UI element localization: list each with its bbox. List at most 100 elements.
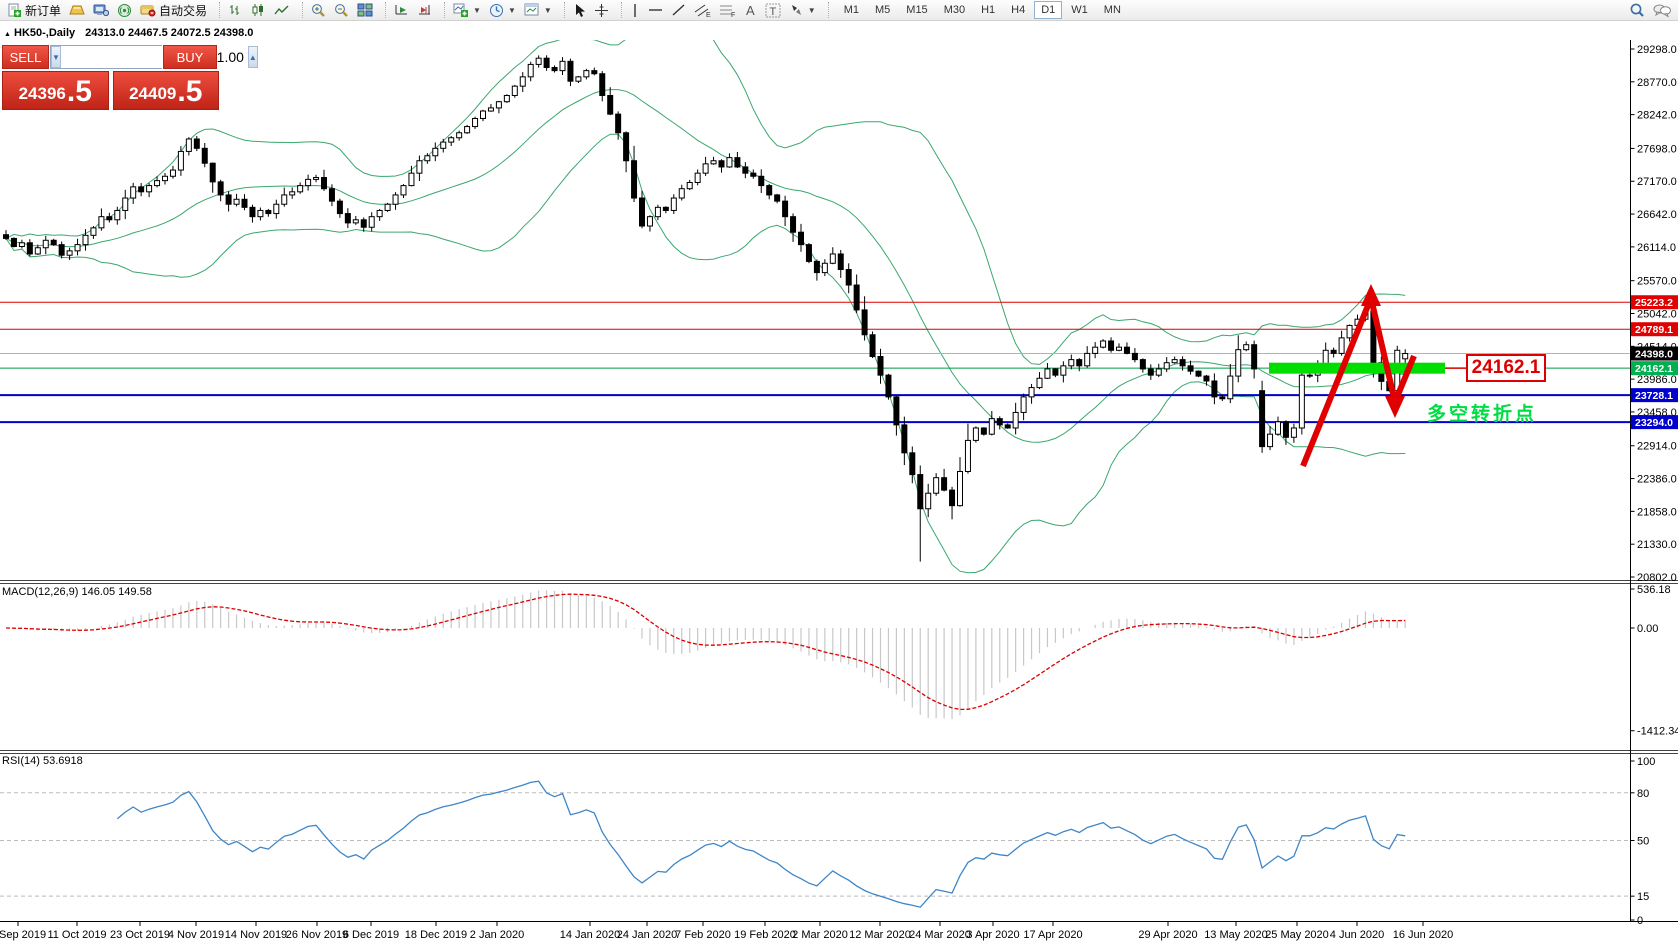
date-axis-label: 18 Dec 2019 bbox=[405, 929, 467, 941]
trend-arrow bbox=[1368, 297, 1398, 403]
arrow-up-head bbox=[1361, 284, 1381, 306]
arrows-button[interactable]: ▼ bbox=[785, 0, 820, 21]
autotrading-button[interactable]: 自动交易 bbox=[136, 0, 211, 21]
timeframe-h4[interactable]: H4 bbox=[1011, 4, 1026, 16]
buy-button[interactable]: BUY bbox=[163, 45, 217, 69]
macd-axis-label: -1412.34 bbox=[1637, 726, 1678, 738]
new-order-button[interactable]: 新订单 bbox=[3, 0, 65, 21]
trendline-button[interactable] bbox=[667, 0, 690, 21]
tile-windows-icon bbox=[357, 3, 373, 17]
timeframe-m15[interactable]: M15 bbox=[906, 4, 928, 16]
macd-panel bbox=[5, 590, 1406, 720]
date-axis-label: 23 Oct 2019 bbox=[110, 929, 170, 941]
auto-scroll-button[interactable] bbox=[390, 0, 413, 21]
zoom-out-button[interactable] bbox=[330, 0, 353, 21]
crosshair-button[interactable] bbox=[590, 0, 613, 21]
zoom-in-icon bbox=[311, 3, 326, 18]
timeframe-m5[interactable]: M5 bbox=[875, 4, 891, 16]
channel-button[interactable]: E bbox=[690, 0, 715, 21]
chart-shift-button[interactable] bbox=[413, 0, 436, 21]
signal-icon bbox=[117, 3, 132, 18]
fibonacci-button[interactable]: F bbox=[715, 0, 740, 21]
price-axis-label: 23986.0 bbox=[1637, 374, 1677, 386]
date-axis-label: 11 Oct 2019 bbox=[47, 929, 106, 941]
cursor-button[interactable] bbox=[569, 0, 590, 21]
zoom-out-icon bbox=[334, 3, 349, 18]
price-tag bbox=[1631, 415, 1678, 430]
line-chart-button[interactable] bbox=[270, 0, 294, 21]
rsi-axis-label: 100 bbox=[1637, 756, 1655, 768]
text-label-icon: T bbox=[765, 3, 781, 18]
toolbar-separator bbox=[824, 2, 829, 18]
horizontal-line-icon bbox=[648, 5, 663, 15]
toolbar-separator bbox=[381, 2, 387, 18]
terminal-icon bbox=[93, 3, 110, 17]
new-order-icon bbox=[7, 3, 22, 18]
date-axis-label: 24 Mar 2020 bbox=[909, 929, 971, 941]
sell-price[interactable]: 24396 .5 bbox=[2, 71, 109, 110]
templates-button[interactable]: ▼ bbox=[520, 0, 556, 21]
vertical-line-button[interactable] bbox=[626, 0, 644, 21]
price-axis-label: 29298.0 bbox=[1637, 44, 1677, 56]
price-level-callout: 24162.1 bbox=[1466, 354, 1546, 382]
new-order-label: 新订单 bbox=[25, 3, 62, 18]
date-axis-label: 2 Mar 2020 bbox=[792, 929, 848, 941]
chat-button[interactable] bbox=[1649, 0, 1675, 21]
chart-shift-icon bbox=[417, 3, 432, 17]
svg-text:25223.2: 25223.2 bbox=[1635, 297, 1673, 309]
timeframe-m30[interactable]: M30 bbox=[943, 4, 966, 16]
volume-stepper: ▼ ▲ bbox=[50, 45, 258, 69]
sell-button[interactable]: SELL bbox=[2, 45, 49, 69]
volume-input[interactable] bbox=[60, 46, 248, 68]
price-tag bbox=[1631, 361, 1678, 376]
date-axis-label: 19 Feb 2020 bbox=[734, 929, 796, 941]
text-button[interactable]: A bbox=[740, 0, 761, 21]
bar-chart-button[interactable] bbox=[224, 0, 247, 21]
timeframe-w1[interactable]: W1 bbox=[1071, 4, 1088, 16]
text-label-button[interactable]: T bbox=[761, 0, 785, 21]
price-tag bbox=[1631, 295, 1678, 310]
price-axis-label: 25042.0 bbox=[1637, 308, 1677, 320]
date-axis-label: 7 Sep 2019 bbox=[0, 929, 46, 941]
volume-up-button[interactable]: ▲ bbox=[247, 46, 258, 68]
signal-button[interactable] bbox=[113, 0, 136, 21]
price-tag bbox=[1631, 322, 1678, 337]
periods-button[interactable]: ▼ bbox=[485, 0, 520, 21]
gold-ingot-button[interactable] bbox=[65, 0, 89, 21]
date-axis-label: 2 Jan 2020 bbox=[470, 929, 524, 941]
bar-chart-icon bbox=[228, 3, 243, 17]
clock-icon bbox=[489, 3, 504, 18]
timeframe-h1[interactable]: H1 bbox=[981, 4, 996, 16]
chevron-down-icon: ▼ bbox=[543, 5, 552, 15]
candlestick-button[interactable] bbox=[247, 0, 270, 21]
date-axis-label: 6 Dec 2019 bbox=[343, 929, 399, 941]
rsi-axis-label: 15 bbox=[1637, 891, 1649, 903]
tile-windows-button[interactable] bbox=[353, 0, 377, 21]
macd-indicator-label: MACD(12,26,9) 146.05 149.58 bbox=[2, 586, 152, 598]
volume-down-button[interactable]: ▼ bbox=[51, 46, 61, 68]
date-axis-label: 24 Jan 2020 bbox=[617, 929, 678, 941]
terminal-button[interactable] bbox=[89, 0, 113, 21]
ohlc-values: 24313.0 24467.5 24072.5 24398.0 bbox=[85, 27, 254, 39]
search-icon bbox=[1629, 2, 1645, 18]
arrows-icon bbox=[789, 3, 804, 17]
timeframe-d1[interactable]: D1 bbox=[1034, 1, 1063, 19]
toolbar-separator bbox=[560, 2, 565, 18]
horizontal-line-button[interactable] bbox=[644, 0, 667, 21]
toolbar-separator bbox=[298, 2, 304, 18]
price-tag bbox=[1631, 388, 1678, 403]
timeframe-mn[interactable]: MN bbox=[1103, 4, 1121, 16]
crosshair-icon bbox=[594, 3, 609, 18]
price-axis-label: 26642.0 bbox=[1637, 209, 1677, 221]
date-axis-label: 3 Apr 2020 bbox=[966, 929, 1019, 941]
indicators-button[interactable]: ▼ bbox=[449, 0, 485, 21]
search-button[interactable] bbox=[1625, 0, 1649, 21]
trend-arrow bbox=[1392, 354, 1417, 404]
gold-ingot-icon bbox=[69, 3, 85, 17]
timeframe-m1[interactable]: M1 bbox=[843, 4, 859, 16]
zoom-in-button[interactable] bbox=[307, 0, 330, 21]
buy-price[interactable]: 24409 .5 bbox=[112, 71, 219, 110]
date-axis-label: 25 May 2020 bbox=[1265, 929, 1329, 941]
date-axis-label: 14 Nov 2019 bbox=[225, 929, 287, 941]
